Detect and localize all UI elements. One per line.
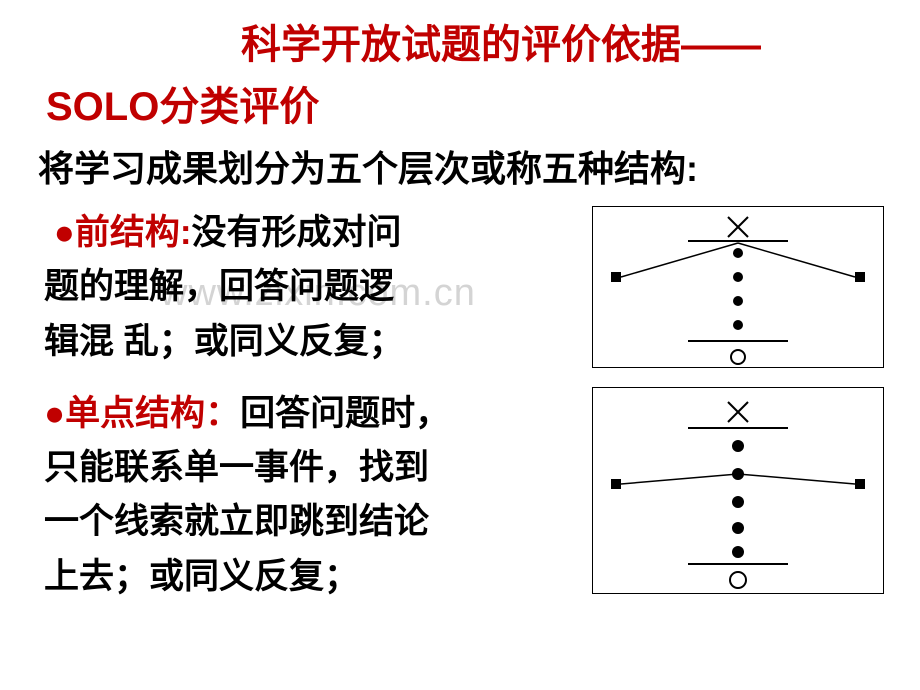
prestructural-label: 前结构: bbox=[75, 213, 192, 252]
unistructural-diagram bbox=[592, 387, 884, 594]
title-block: 科学开放试题的评价依据—— SOLO分类评价 bbox=[0, 0, 920, 132]
unistructural-part4: 上去；或同义反复； bbox=[44, 557, 359, 596]
unistructural-part1: 回答问题时， bbox=[240, 394, 450, 433]
title-line-2: SOLO分类评价 bbox=[32, 74, 890, 132]
title-line-1: 科学开放试题的评价依据—— bbox=[32, 12, 890, 70]
section-unistructural: ●单点结构：回答问题时， 只能联系单一事件，找到 一个线索就立即跳到结论 上去；… bbox=[0, 387, 920, 604]
prestructural-diagram bbox=[592, 206, 884, 368]
unistructural-label: 单点结构： bbox=[65, 394, 240, 433]
title-rest: 分类评价 bbox=[159, 85, 319, 129]
section-prestructural: ●前结构:没有形成对问 题的理解，回答问题逻 辑混 乱；或同义反复； bbox=[0, 206, 920, 369]
bullet-icon: ● bbox=[44, 394, 65, 433]
prestructural-text: ●前结构:没有形成对问 题的理解，回答问题逻 辑混 乱；或同义反复； bbox=[44, 206, 584, 369]
prestructural-part3: 辑混 乱；或同义反复； bbox=[44, 322, 404, 361]
unistructural-text: ●单点结构：回答问题时， 只能联系单一事件，找到 一个线索就立即跳到结论 上去；… bbox=[44, 387, 584, 604]
title-solo: SOLO bbox=[46, 85, 159, 129]
prestructural-part2: 题的理解，回答问题逻 bbox=[44, 267, 394, 306]
unistructural-part2: 只能联系单一事件，找到 bbox=[44, 448, 429, 487]
bullet-icon: ● bbox=[44, 213, 75, 252]
unistructural-part3: 一个线索就立即跳到结论 bbox=[44, 502, 429, 541]
prestructural-part1: 没有形成对问 bbox=[192, 213, 402, 252]
subtitle: 将学习成果划分为五个层次或称五种结构: bbox=[0, 140, 920, 192]
